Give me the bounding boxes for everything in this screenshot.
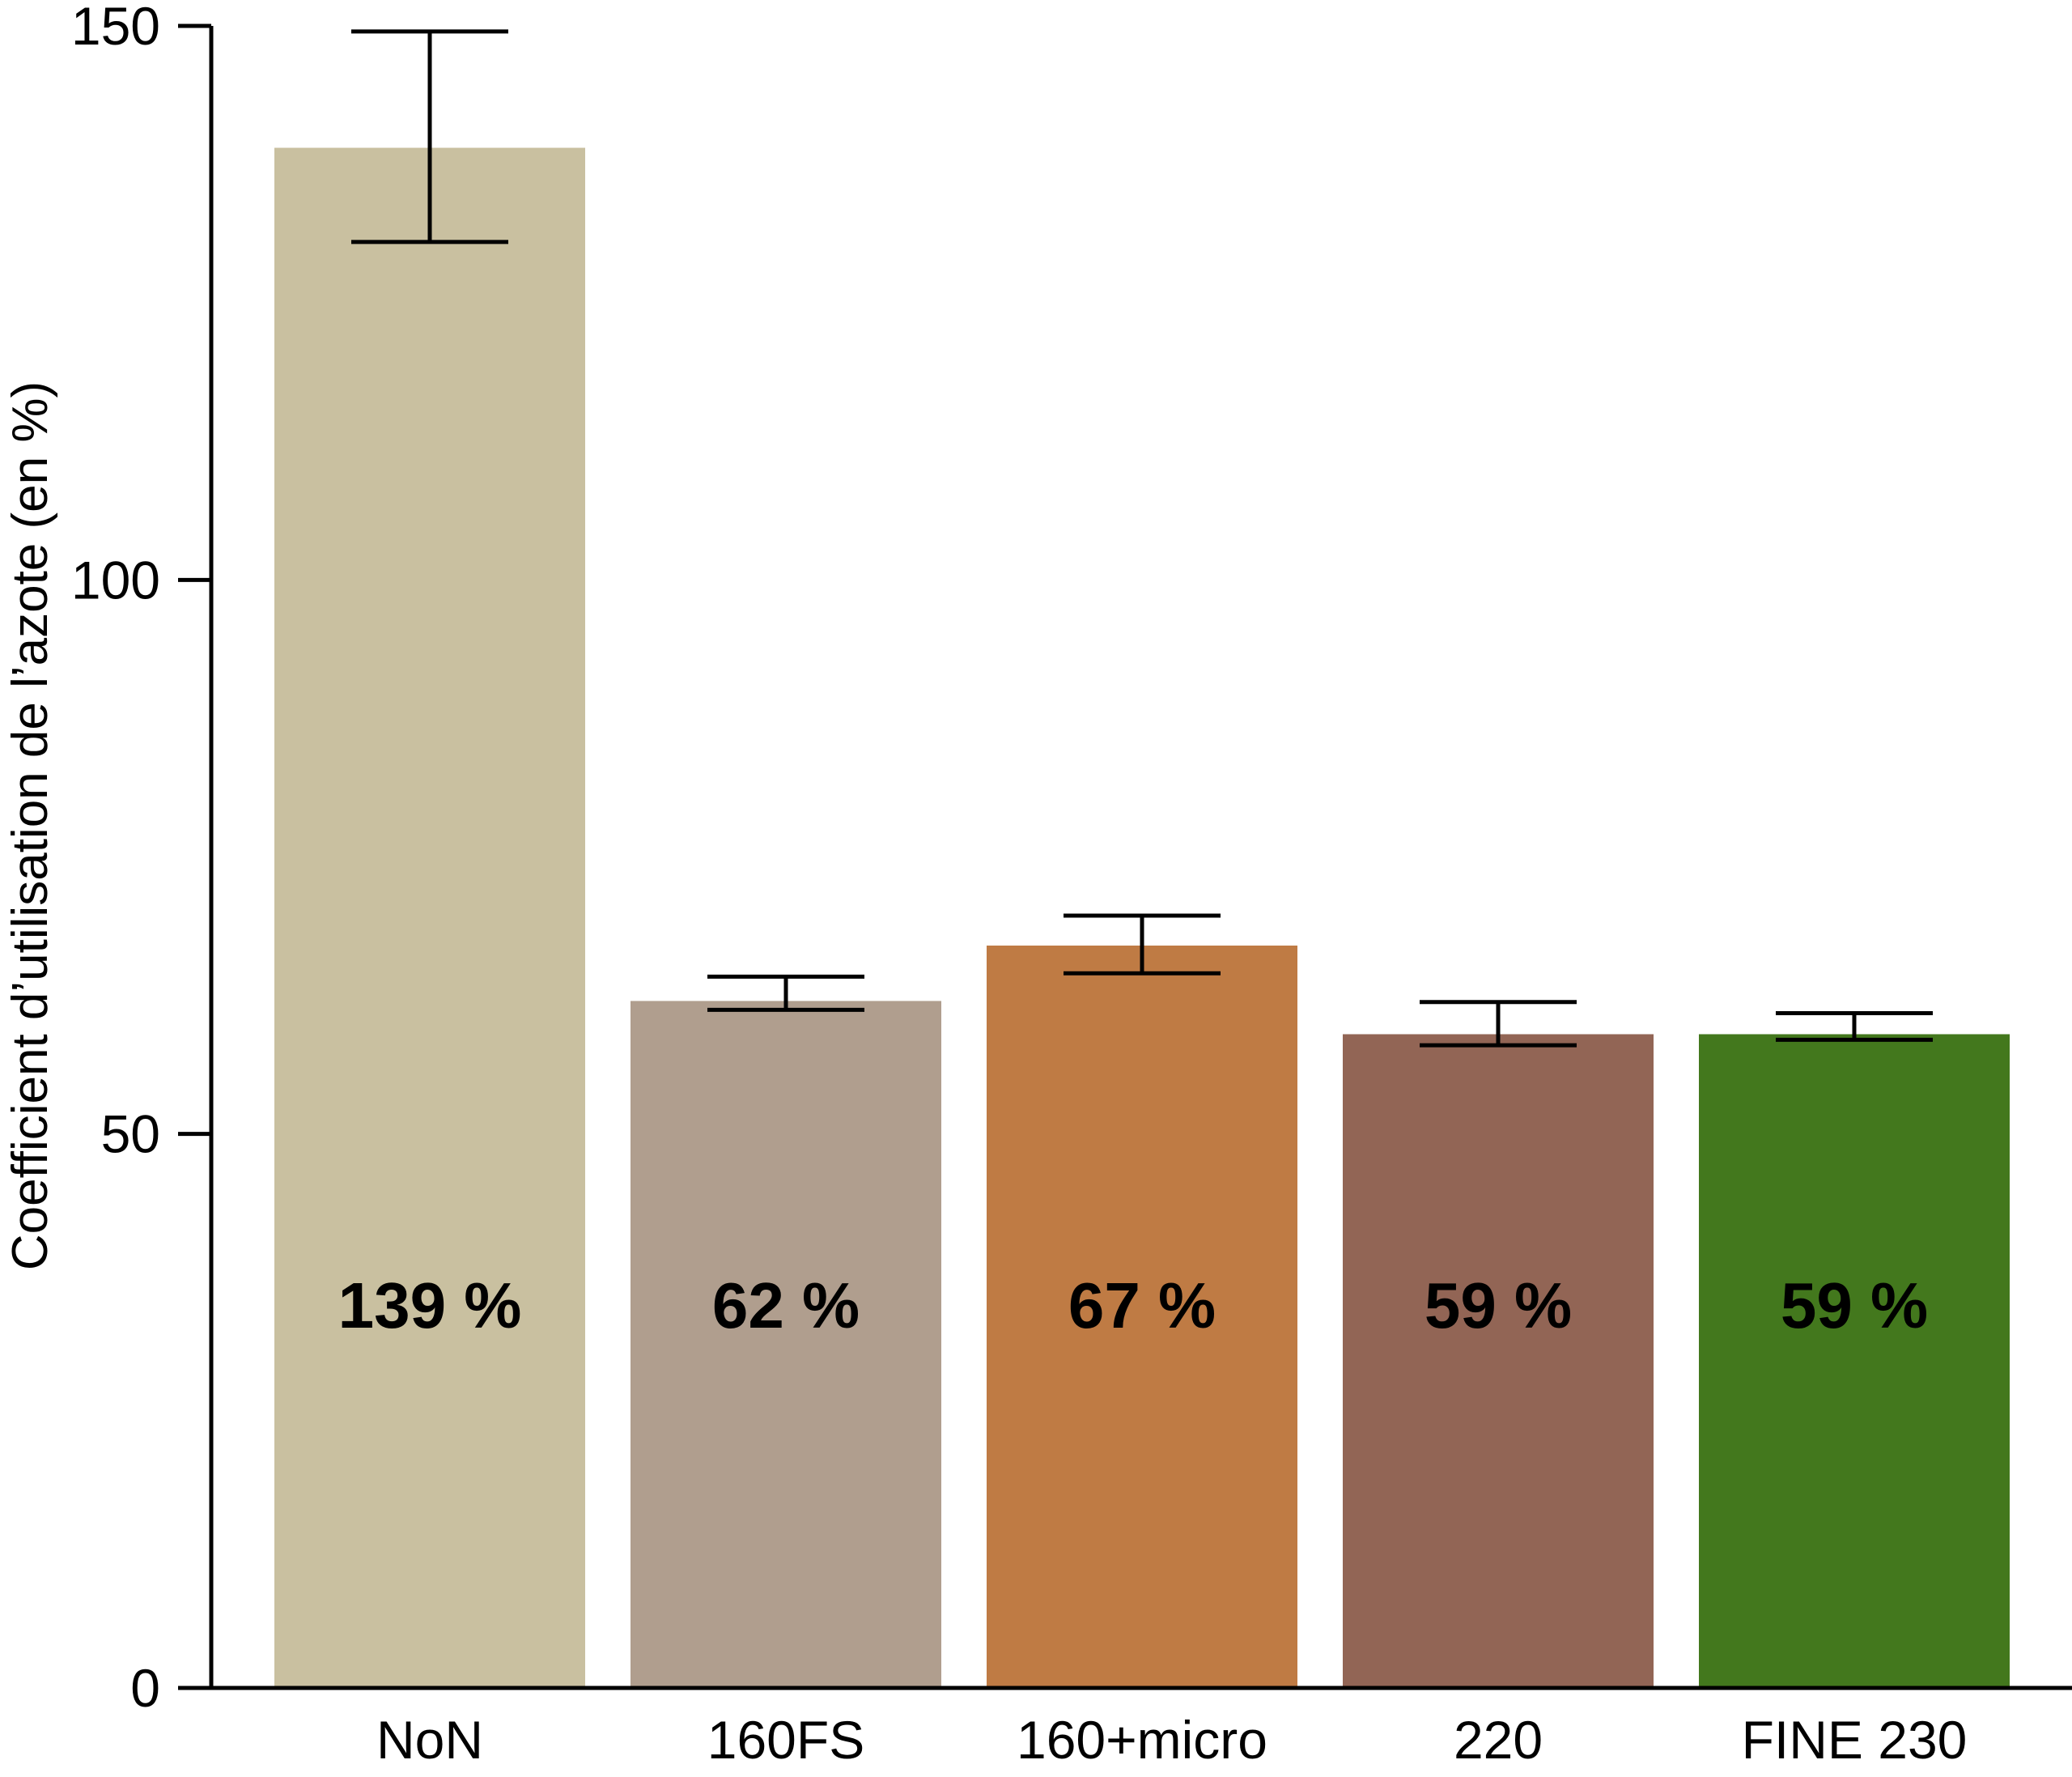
error-bars-layer (351, 29, 1933, 1048)
y-ticks-layer: 0 50 100 150 (71, 0, 211, 1718)
x-tick-label-3: 220 (1454, 1710, 1543, 1770)
bar-4 (1699, 1034, 2010, 1688)
y-axis-title: Coefficient d’utilisation de l’azote (en… (2, 381, 58, 1270)
y-tick-label-0: 0 (130, 1658, 160, 1718)
data-label-0: 139 % (338, 1269, 522, 1341)
bars-layer (274, 147, 2010, 1688)
data-label-3: 59 % (1424, 1269, 1572, 1341)
y-tick-label-2: 100 (71, 550, 160, 610)
x-tick-label-0: NoN (376, 1710, 483, 1770)
x-tick-label-1: 160FS (707, 1710, 864, 1770)
x-labels-layer: NoN 160FS 160+micro 220 FINE 230 (376, 1710, 1967, 1770)
data-labels-layer: 139 % 62 % 67 % 59 % 59 % (338, 1269, 1929, 1341)
data-label-1: 62 % (712, 1269, 860, 1341)
y-tick-label-1: 50 (101, 1104, 160, 1164)
x-tick-label-4: FINE 230 (1742, 1710, 1968, 1770)
data-label-4: 59 % (1781, 1269, 1928, 1341)
bar-1 (631, 1001, 941, 1688)
data-label-2: 67 % (1068, 1269, 1216, 1341)
axes-layer (209, 26, 2072, 1690)
bar-3 (1343, 1034, 1654, 1688)
y-tick-label-3: 150 (71, 0, 160, 56)
bar-0 (274, 147, 585, 1688)
bar-2 (987, 945, 1297, 1688)
x-tick-label-2: 160+micro (1017, 1710, 1267, 1770)
